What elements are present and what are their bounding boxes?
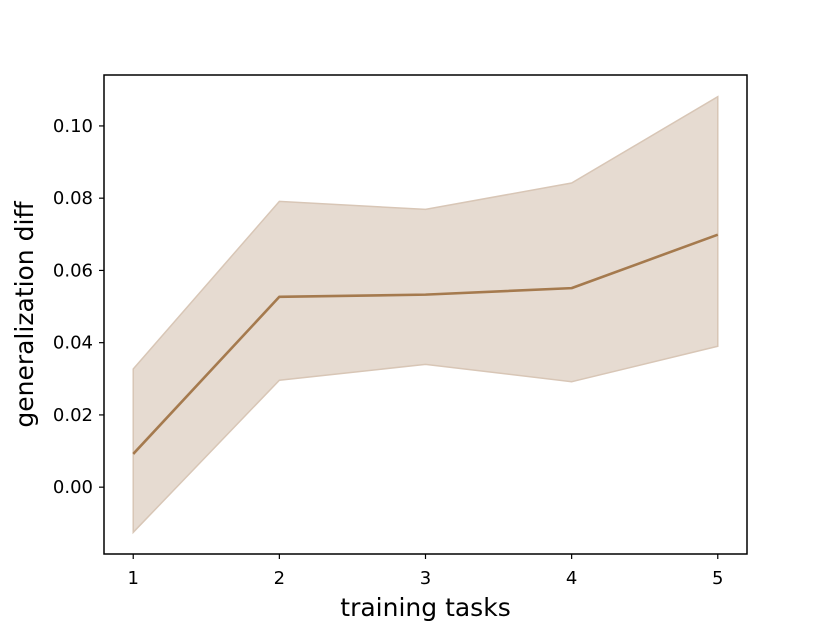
- x-tick-label: 5: [712, 568, 723, 589]
- x-axis-label: training tasks: [340, 593, 510, 622]
- x-tick-label: 2: [274, 568, 285, 589]
- y-axis-label: generalization diff: [10, 201, 39, 428]
- y-tick-label: 0.08: [53, 188, 93, 209]
- y-tick-label: 0.02: [53, 405, 93, 426]
- y-tick-label: 0.04: [53, 333, 93, 354]
- y-tick-label: 0.06: [53, 260, 93, 281]
- y-tick-label: 0.00: [53, 477, 93, 498]
- x-tick-label: 1: [128, 568, 139, 589]
- y-tick-label: 0.10: [53, 116, 93, 137]
- x-tick-label: 4: [566, 568, 577, 589]
- x-tick-label: 3: [420, 568, 431, 589]
